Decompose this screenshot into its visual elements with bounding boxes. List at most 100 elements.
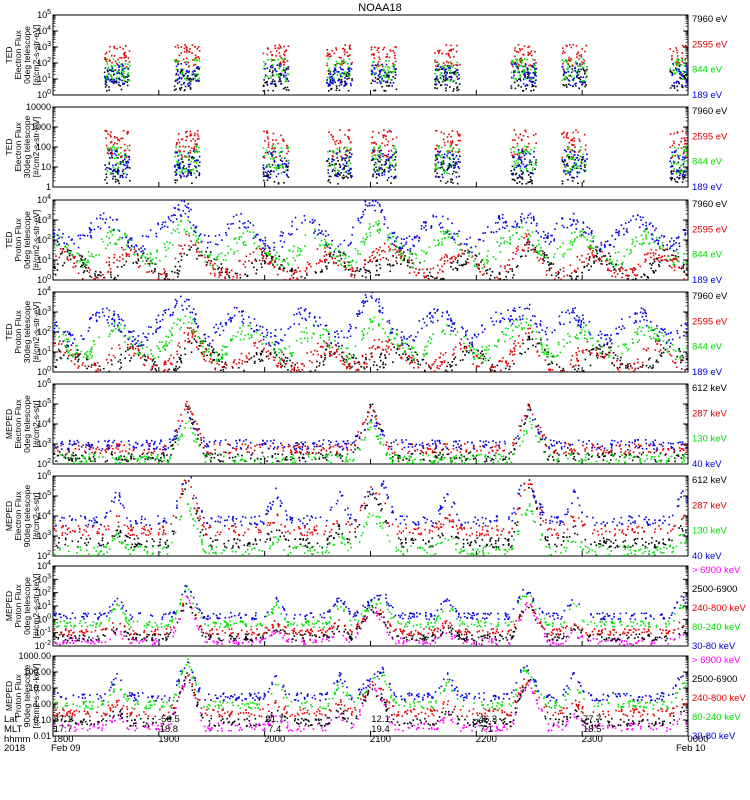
data-point [396,250,398,252]
data-point [415,254,418,256]
data-point [116,71,118,73]
data-point [678,260,680,263]
data-point [689,68,691,70]
data-point [513,226,515,228]
data-point [567,248,569,251]
data-point [503,279,505,280]
data-point [180,215,182,217]
data-point [238,260,240,262]
data-point [358,270,361,272]
data-point [240,213,242,215]
data-point [574,154,576,156]
data-point [692,152,694,154]
data-point [188,245,190,247]
data-point [400,254,402,256]
data-point [194,242,197,244]
data-point [511,225,514,228]
data-point [583,236,586,239]
data-point [184,61,186,64]
data-point [527,72,530,75]
data-point [523,151,526,153]
data-point [681,266,683,269]
data-point [368,228,370,230]
data-point [341,64,343,66]
data-point [188,70,190,73]
data-point [315,279,317,280]
data-point [279,268,282,270]
data-point [325,259,328,261]
data-point [116,169,119,172]
data-point [108,161,110,163]
data-point [294,216,297,219]
data-point [278,255,281,258]
data-point [342,68,344,71]
data-point [534,168,536,170]
data-point [236,242,238,244]
data-point [566,146,569,148]
data-point [573,137,575,139]
data-point [132,262,135,264]
data-point [378,70,381,72]
data-point [531,231,534,233]
data-point [195,145,197,147]
data-point [378,154,381,156]
data-point [450,49,452,51]
data-point [270,153,273,156]
data-point [370,46,373,48]
data-point [180,255,183,258]
data-point [450,141,452,143]
data-point [142,250,144,252]
legend-entry: 2595 eV [692,39,728,50]
data-point [108,226,110,228]
data-point [107,78,109,80]
data-point [378,222,380,225]
data-point [455,161,458,164]
data-point [178,231,180,234]
data-point [305,267,308,269]
data-point [435,156,437,158]
data-point [348,152,351,154]
data-point [68,252,70,254]
data-point [673,142,675,145]
data-point [438,50,440,53]
data-point [381,65,384,68]
data-point [682,173,684,175]
data-point [580,54,582,56]
data-point [519,58,521,60]
data-point [375,64,378,67]
data-point [515,160,518,162]
data-point [185,61,188,63]
y-tick-label: 100 [37,274,51,285]
data-point [398,247,401,250]
data-point [185,136,188,138]
data-point [115,148,118,151]
data-point [647,277,650,279]
data-point [676,169,678,171]
data-point [568,146,570,148]
data-point [286,166,289,169]
y-axis-label: [#/cm2-s-str-eV] [31,117,41,177]
data-point [565,59,567,62]
data-point [103,71,106,74]
data-point [496,279,499,280]
data-point [529,176,532,178]
data-point [304,277,306,279]
data-point [325,254,328,256]
data-point [465,261,468,264]
data-point [394,176,397,179]
data-point [120,156,122,158]
data-point [683,65,686,67]
data-point [601,263,603,265]
data-point [437,64,439,66]
data-point [331,136,334,138]
data-point [117,274,119,277]
data-layer [104,129,694,185]
data-point [568,155,571,158]
y-tick-label: 102 [37,234,51,245]
data-point [678,65,681,67]
data-point [440,257,443,260]
data-point [452,170,455,173]
data-point [619,268,621,271]
data-point [511,270,514,272]
data-point [578,151,580,153]
